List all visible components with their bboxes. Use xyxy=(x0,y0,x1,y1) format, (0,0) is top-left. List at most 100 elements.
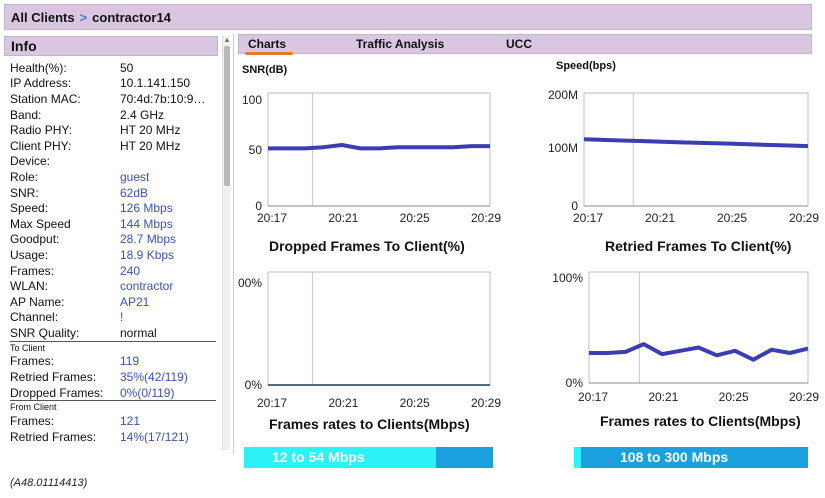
chart-x-tick-label: 20:25 xyxy=(717,211,747,225)
rate-bar-fill xyxy=(574,447,582,468)
panel-divider xyxy=(233,34,234,454)
info-row-value[interactable]: 121 xyxy=(120,414,141,429)
info-row-key: Frames: xyxy=(10,354,55,369)
info-row-key: Station MAC: xyxy=(10,91,81,106)
chart-y-tick-label: 0% xyxy=(245,378,263,392)
info-row: Health(%): 50 xyxy=(10,60,220,76)
info-section-label: To Client xyxy=(10,340,216,354)
info-row-value[interactable]: 119 xyxy=(120,354,140,369)
info-row: Frames: 240 xyxy=(10,263,220,279)
info-row-value[interactable]: 14%(17/121) xyxy=(120,429,189,444)
info-row: Speed: 126 Mbps xyxy=(10,200,220,216)
info-row: Retried Frames: 14%(17/121) xyxy=(10,429,220,445)
info-row-key: Client PHY: xyxy=(10,138,72,153)
chart-y-tick-label: 100% xyxy=(552,271,583,285)
info-row: Dropped Frames: 0%(0/119) xyxy=(10,385,220,401)
info-row-value[interactable]: 28.7 Mbps xyxy=(120,232,177,247)
info-row-value[interactable]: ! xyxy=(120,310,124,325)
chart-x-tick-label: 20:29 xyxy=(789,390,819,404)
info-row-key: Dropped Frames: xyxy=(10,385,104,400)
info-row-key: WLAN: xyxy=(10,279,49,294)
info-header: Info xyxy=(4,36,218,56)
info-row-key: Retried Frames: xyxy=(10,370,97,385)
frames-rate-title-right: Frames rates to Clients(Mbps) xyxy=(600,413,801,429)
info-row-key: Usage: xyxy=(10,247,49,262)
chart-x-tick-label: 20:25 xyxy=(719,390,749,404)
chart-frame xyxy=(583,92,809,207)
chart-series-line xyxy=(583,137,809,149)
chart-x-tick-label: 20:21 xyxy=(328,211,358,225)
info-row-value: HT 20 MHz xyxy=(120,138,181,153)
info-row-key: Retried Frames: xyxy=(10,429,97,444)
chart-x-tick-label: 20:21 xyxy=(328,396,358,410)
chart-x-tick-label: 20:21 xyxy=(645,211,675,225)
info-row-value[interactable]: 240 xyxy=(120,263,141,278)
info-row-value[interactable]: 126 Mbps xyxy=(120,201,173,216)
info-row-key: SNR Quality: xyxy=(10,325,80,340)
chart-y-tick-label: 0 xyxy=(571,199,578,213)
chart-x-tick-label: 20:25 xyxy=(400,211,430,225)
info-row-key: Device: xyxy=(10,154,51,169)
breadcrumb-current: contractor14 xyxy=(92,9,171,25)
chart-y-tick-label: 100M xyxy=(548,141,578,155)
frames-rate-title-left: Frames rates to Clients(Mbps) xyxy=(269,416,470,432)
scroll-thumb[interactable] xyxy=(224,46,230,186)
chart-series-line xyxy=(589,342,809,362)
info-row-value[interactable]: 0%(0/119) xyxy=(120,385,175,400)
info-row: Channel:! xyxy=(10,310,220,326)
chart-series-line xyxy=(268,143,490,151)
chart-y-tick-label: 200M xyxy=(548,88,578,102)
snr-label: SNR(dB) xyxy=(242,64,288,76)
info-row-key: Band: xyxy=(10,107,42,122)
chart-frame xyxy=(267,92,491,207)
info-section-label: From Client xyxy=(10,400,216,413)
info-row-key: Goodput: xyxy=(10,232,60,247)
rate-bar-fill xyxy=(244,447,436,468)
info-row-value: 70:4d:7b:10:9… xyxy=(120,91,206,106)
info-row-key: Max Speed xyxy=(10,216,71,231)
tab-ucc[interactable]: UCC xyxy=(506,37,532,51)
info-row: Retried Frames: 35%(42/119) xyxy=(10,369,220,385)
info-row-key: AP Name: xyxy=(10,294,65,309)
tab-traffic-analysis[interactable]: Traffic Analysis xyxy=(356,37,445,51)
chart-x-tick-label: 20:25 xyxy=(400,396,430,410)
info-row: Radio PHY: HT 20 MHz xyxy=(10,122,220,138)
info-row: Band: 2.4 GHz xyxy=(10,107,220,123)
chart-x-tick-label: 20:17 xyxy=(257,211,287,225)
tab-active-indicator xyxy=(245,52,293,55)
chart-y-tick-label: 0 xyxy=(255,199,262,213)
chart-y-tick-label: 00% xyxy=(238,276,262,290)
info-row: SNR Quality: normal xyxy=(10,325,220,341)
breadcrumb-separator: > xyxy=(79,9,88,25)
info-row-value[interactable]: guest xyxy=(120,169,150,184)
breadcrumb-bar: All Clients > contractor14 xyxy=(4,4,812,30)
chart-y-tick-label: 50 xyxy=(249,143,263,157)
info-row-key: Health(%): xyxy=(10,60,67,75)
info-row-value[interactable]: contractor xyxy=(120,279,174,294)
chart-y-tick-label: 100 xyxy=(242,93,262,107)
info-row-value[interactable]: AP21 xyxy=(120,294,150,309)
scroll-up-arrow-icon[interactable]: ▲ xyxy=(223,37,230,44)
info-scrollbar[interactable]: ▲ xyxy=(222,36,230,450)
rate-bar-label: 108 to 300 Mbps xyxy=(620,449,729,465)
info-row: SNR: 62dB xyxy=(10,185,220,201)
info-row-value[interactable]: 144 Mbps xyxy=(120,216,173,231)
info-row-key: SNR: xyxy=(10,185,39,200)
chart-x-tick-label: 20:29 xyxy=(471,211,501,225)
info-row-key: Frames: xyxy=(10,263,55,278)
info-row-value[interactable]: 35%(42/119) xyxy=(120,370,188,385)
info-row: Usage: 18.9 Kbps xyxy=(10,247,220,263)
breadcrumb-all-clients[interactable]: All Clients xyxy=(11,9,75,25)
retried-frames-title: Retried Frames To Client(%) xyxy=(605,238,792,254)
info-row-key: Channel: xyxy=(10,310,59,325)
info-row-value: normal xyxy=(120,325,157,340)
dropped-frames-title: Dropped Frames To Client(%) xyxy=(269,238,465,254)
speed-label: Speed(bps) xyxy=(556,60,616,72)
info-row-value[interactable]: 18.9 Kbps xyxy=(120,247,175,262)
info-row-value[interactable]: 62dB xyxy=(120,185,149,200)
info-row-key: IP Address: xyxy=(10,76,72,91)
rate-bar-12-54: 12 to 54 Mbps xyxy=(244,447,493,468)
info-row: Client PHY: HT 20 MHz xyxy=(10,138,220,154)
info-row: AP Name: AP21 xyxy=(10,294,220,310)
tab-charts[interactable]: Charts xyxy=(248,37,287,51)
